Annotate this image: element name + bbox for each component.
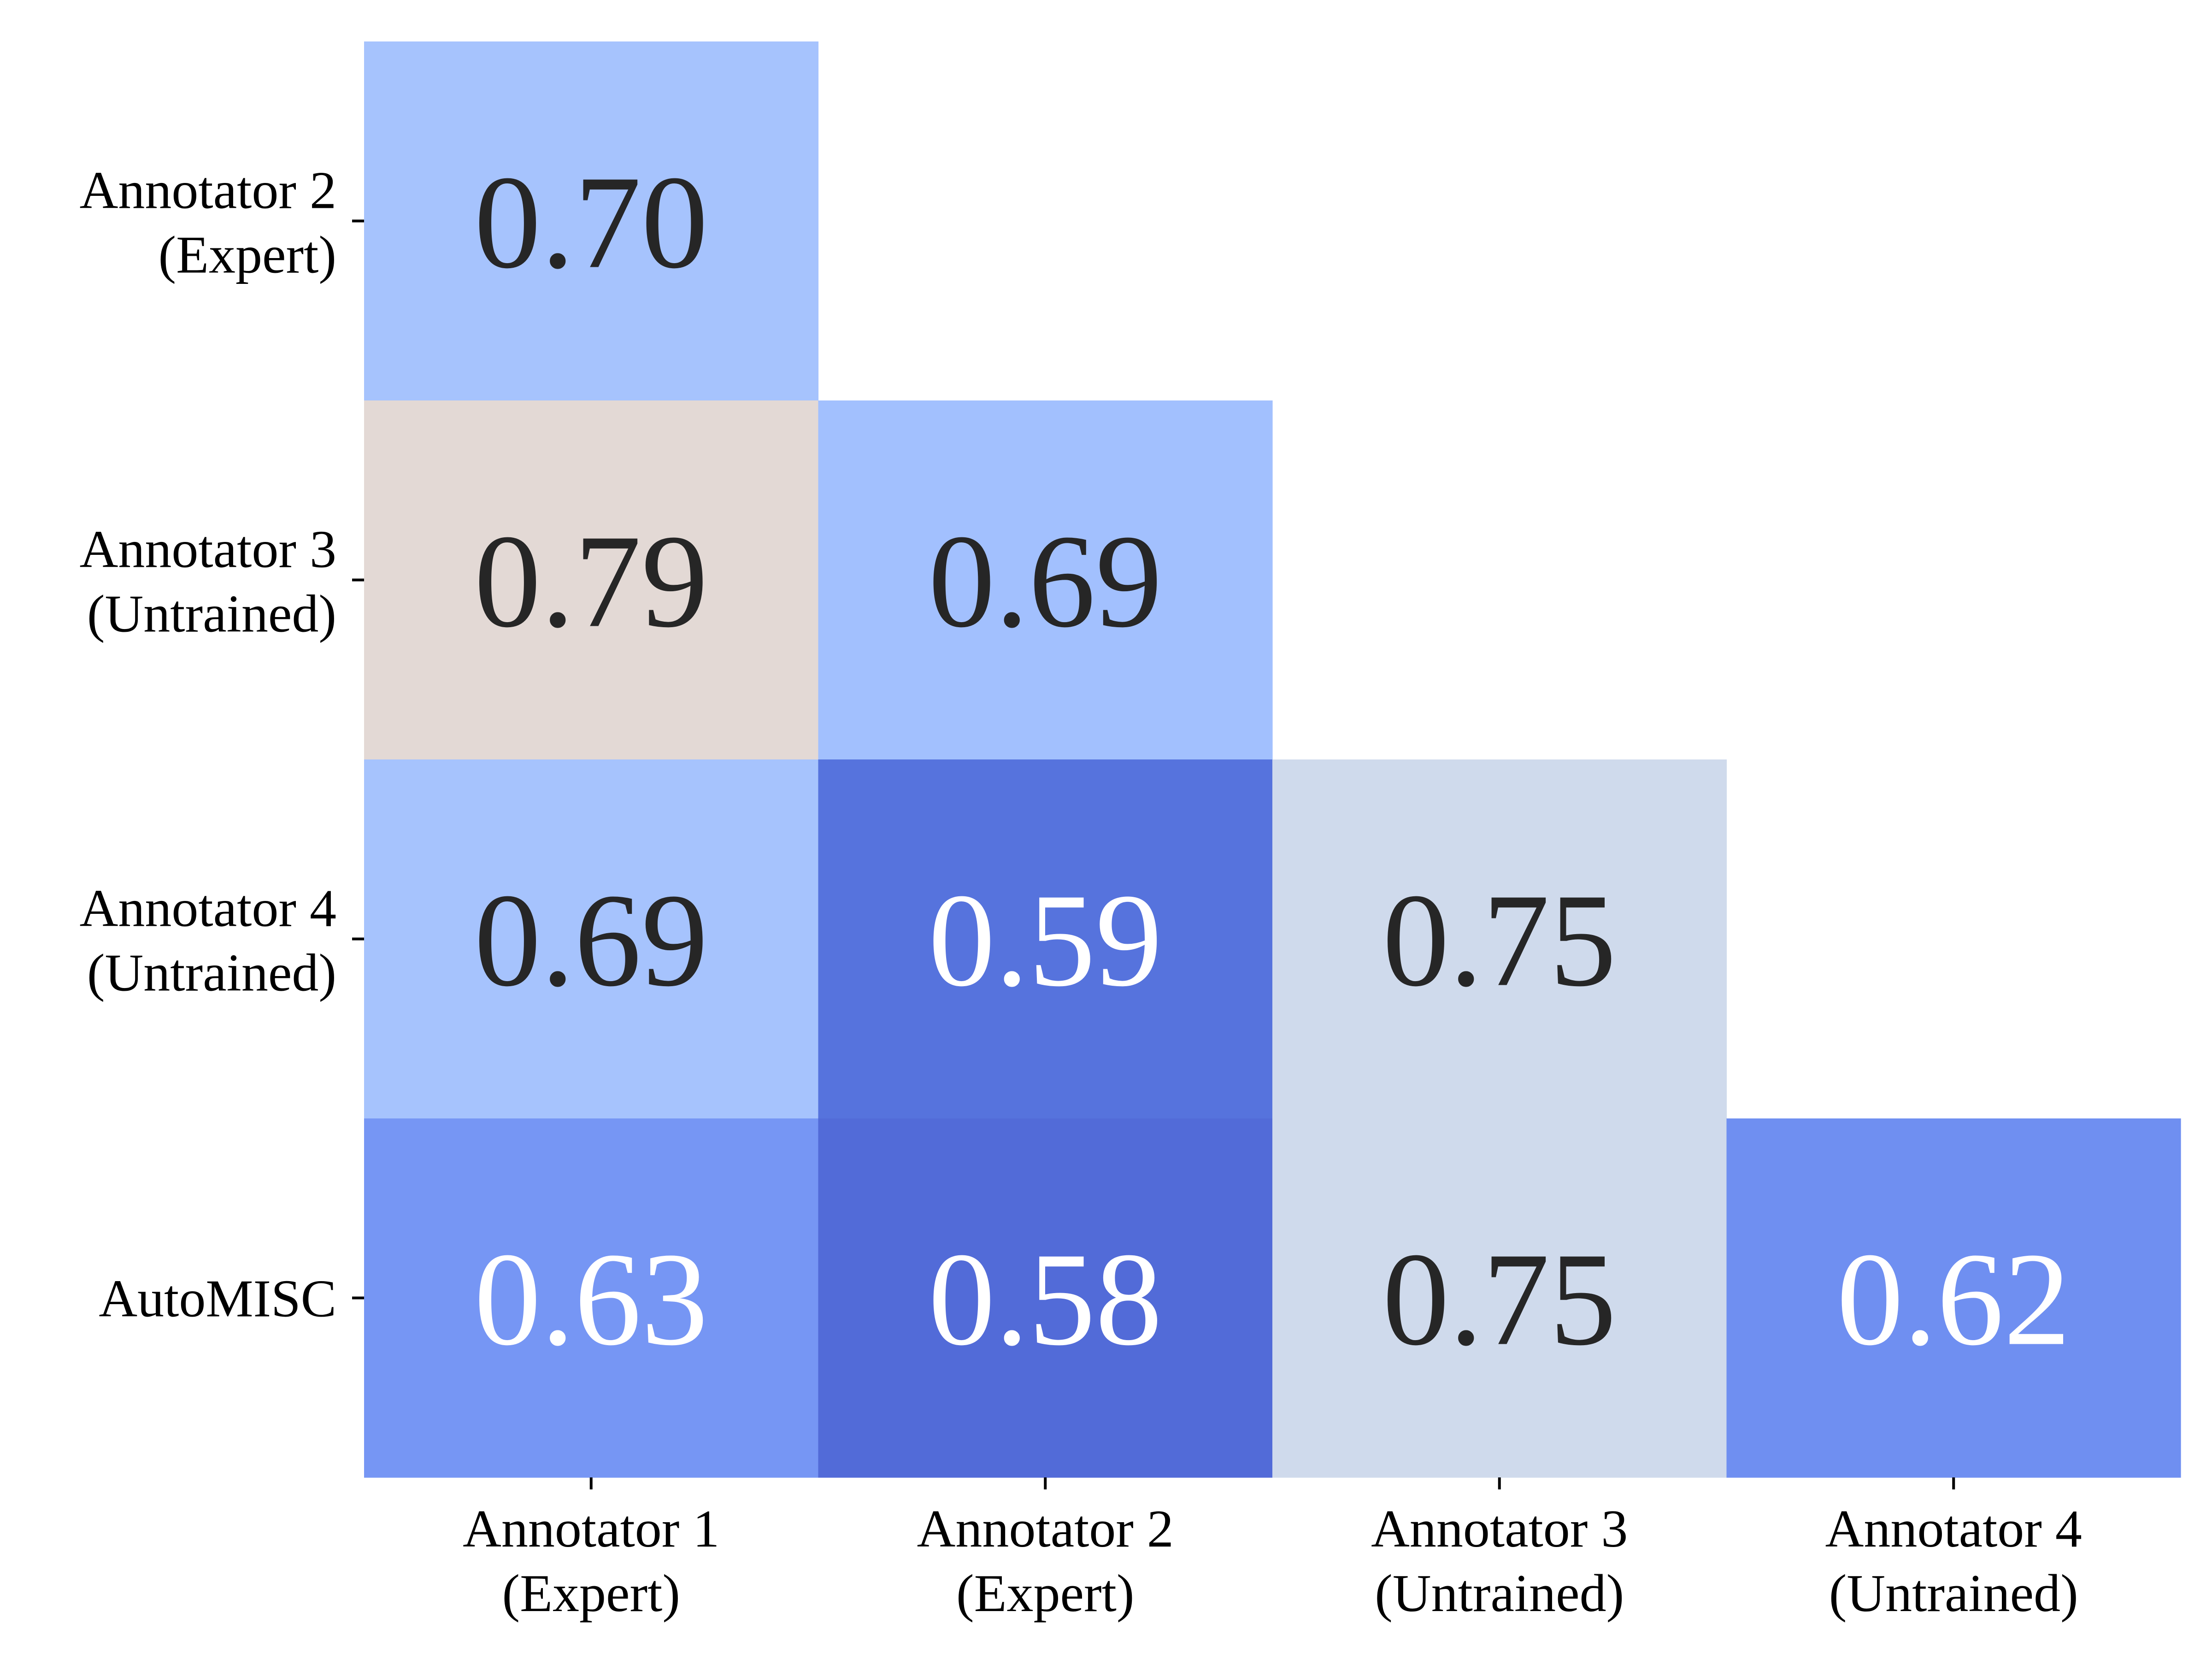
y-axis: Annotator 2 (Expert) Annotator 3 (Untrained… [80, 161, 364, 1329]
heatmap-cell [1272, 1118, 1727, 1478]
cell-value-label: 0.62 [1837, 1225, 2071, 1373]
heatmap-cell [818, 1118, 1273, 1478]
x-tick-label: (Expert) [502, 1564, 680, 1623]
heatmap-cell [1726, 1118, 2181, 1478]
x-tick-label: (Untrained) [1829, 1564, 2078, 1623]
cell-value-label: 0.58 [929, 1225, 1163, 1373]
x-tick-label: Annotator 3 [1371, 1500, 1628, 1559]
cell-value-label: 0.70 [474, 148, 708, 296]
heatmap-cell [1272, 759, 1727, 1119]
cell-value-label: 0.69 [474, 866, 708, 1014]
cell-value-label: 0.69 [929, 507, 1163, 655]
y-tick-label: Annotator 3 [80, 520, 336, 579]
cell-value-label: 0.75 [1382, 1225, 1617, 1373]
heatmap-cell [364, 1118, 819, 1478]
y-tick-label: AutoMISC [99, 1270, 336, 1329]
heatmap-cell [818, 400, 1273, 760]
y-tick-label: (Untrained) [87, 944, 336, 1003]
heatmap-cells [364, 41, 2181, 1478]
cell-value-label: 0.79 [474, 507, 708, 655]
cell-value-label: 0.75 [1382, 866, 1617, 1014]
x-tick-label: Annotator 2 [917, 1500, 1174, 1559]
heatmap-cell [818, 759, 1273, 1119]
x-axis: Annotator 1(Expert)Annotator 2(Expert)An… [463, 1477, 2082, 1623]
heatmap-cell [364, 41, 819, 401]
y-tick-label: Annotator 4 [80, 879, 336, 938]
x-tick-label: Annotator 4 [1825, 1500, 2082, 1559]
x-tick-label: (Expert) [956, 1564, 1134, 1623]
cell-value-label: 0.59 [929, 866, 1163, 1014]
y-tick-label: (Untrained) [87, 585, 336, 644]
heatmap-cell [364, 400, 819, 760]
y-tick-label: (Expert) [159, 226, 336, 285]
cell-value-label: 0.63 [474, 1225, 708, 1373]
heatmap-cell [364, 759, 819, 1119]
x-tick-label: (Untrained) [1375, 1564, 1624, 1623]
y-tick-label: Annotator 2 [80, 161, 336, 220]
x-tick-label: Annotator 1 [463, 1500, 719, 1559]
cell-value-labels: 0.70 0.79 0.69 0.69 0.59 0.75 0.63 0.58 0.75 0.62 [474, 148, 2071, 1373]
